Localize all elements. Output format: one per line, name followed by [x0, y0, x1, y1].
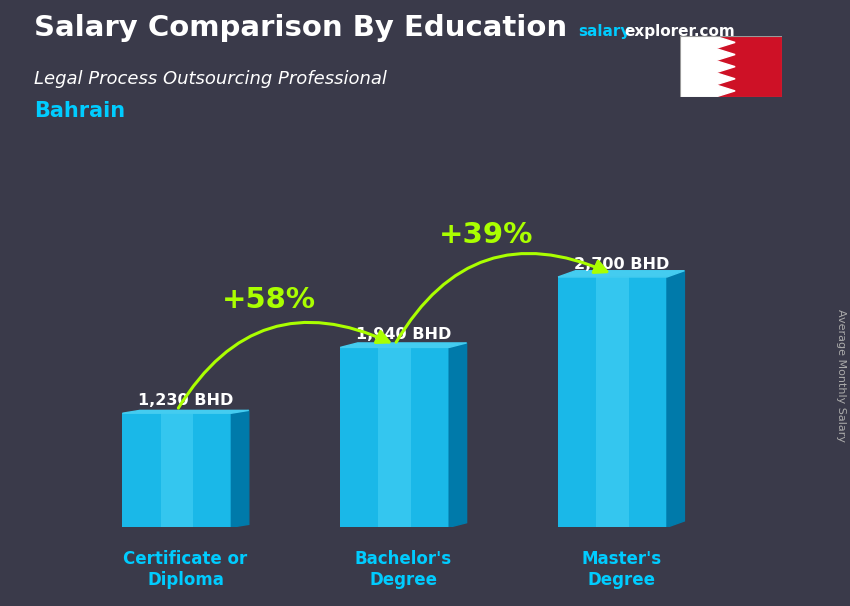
Text: 2,700 BHD: 2,700 BHD [574, 257, 669, 272]
Text: 1,940 BHD: 1,940 BHD [356, 327, 451, 342]
Polygon shape [231, 410, 249, 527]
Polygon shape [716, 85, 735, 97]
Polygon shape [449, 343, 467, 527]
Text: Average Monthly Salary: Average Monthly Salary [836, 309, 846, 442]
Text: 1,230 BHD: 1,230 BHD [138, 393, 233, 408]
Polygon shape [716, 61, 735, 73]
Polygon shape [122, 410, 249, 413]
Text: Certificate or
Diploma: Certificate or Diploma [123, 550, 247, 589]
Polygon shape [716, 48, 735, 61]
Bar [378, 347, 411, 527]
Bar [680, 36, 716, 97]
Text: explorer.com: explorer.com [625, 24, 735, 39]
Text: +58%: +58% [221, 286, 315, 314]
Bar [340, 347, 449, 527]
Bar [558, 277, 667, 527]
Text: Bahrain: Bahrain [34, 101, 125, 121]
Bar [122, 413, 231, 527]
Text: salary: salary [578, 24, 631, 39]
Polygon shape [667, 271, 684, 527]
Bar [161, 413, 193, 527]
Text: Master's
Degree: Master's Degree [581, 550, 661, 589]
Polygon shape [716, 73, 735, 85]
Polygon shape [340, 343, 467, 347]
Text: Legal Process Outsourcing Professional: Legal Process Outsourcing Professional [34, 70, 387, 88]
Bar [596, 277, 629, 527]
Text: Bachelor's
Degree: Bachelor's Degree [354, 550, 452, 589]
Text: Salary Comparison By Education: Salary Comparison By Education [34, 15, 567, 42]
Bar [716, 36, 782, 97]
Polygon shape [716, 36, 735, 48]
Text: +39%: +39% [439, 221, 534, 249]
Polygon shape [558, 271, 684, 277]
